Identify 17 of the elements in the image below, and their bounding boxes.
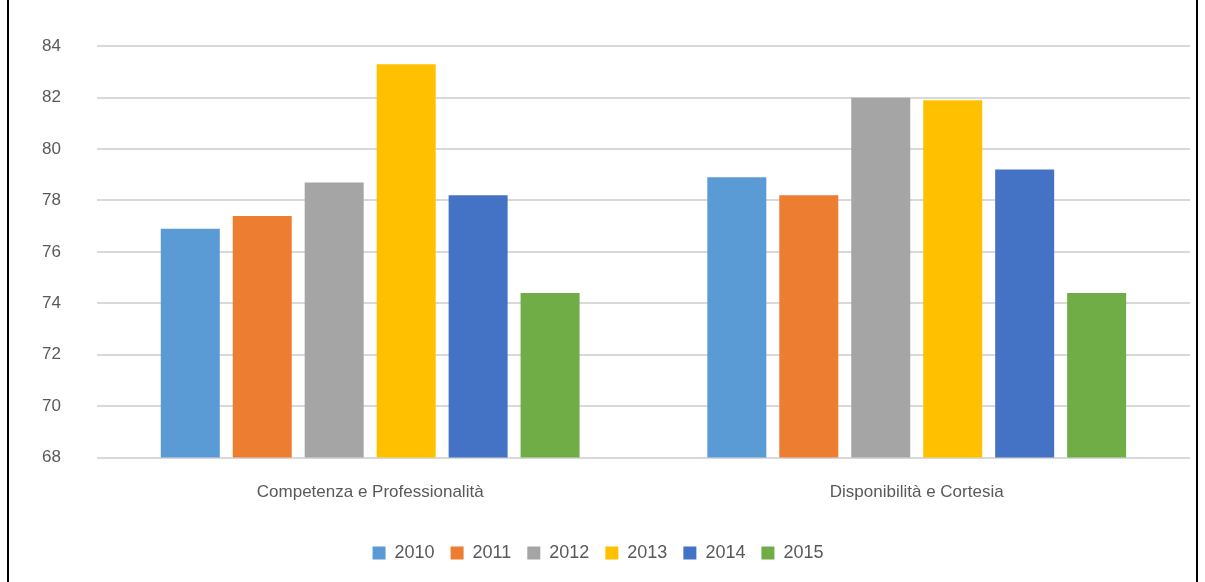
y-tick-label: 82	[41, 87, 61, 107]
y-tick-label: 80	[41, 138, 61, 158]
x-tick-label: Disponibilità e Cortesia	[829, 482, 1005, 502]
y-tick-label: 84	[41, 35, 61, 55]
y-tick-label: 72	[41, 344, 61, 364]
legend-label: 2011	[472, 541, 512, 562]
legend-label: 2014	[705, 541, 746, 562]
y-tick-label: 70	[41, 395, 61, 415]
legend-label: 2013	[627, 541, 668, 562]
legend-label: 2012	[549, 541, 590, 562]
legend-label: 2010	[394, 541, 435, 562]
y-tick-label: 76	[41, 241, 61, 261]
legend-label: 2015	[783, 541, 824, 562]
x-tick-label: Competenza e Professionalità	[256, 482, 485, 502]
y-tick-label: 74	[41, 293, 61, 313]
y-tick-label: 68	[41, 447, 61, 467]
y-tick-label: 78	[41, 190, 61, 210]
